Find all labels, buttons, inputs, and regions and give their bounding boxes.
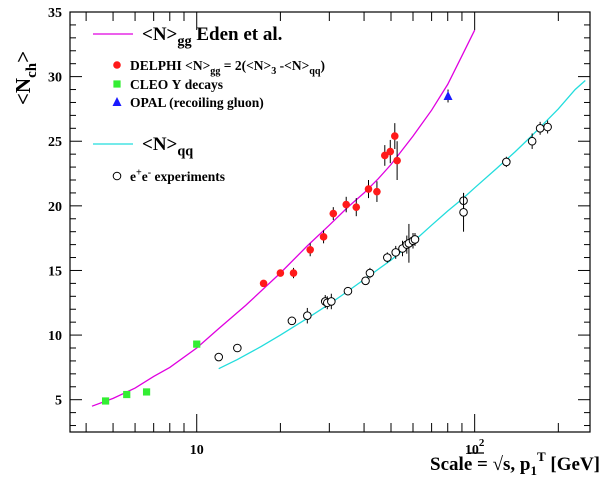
point-delphi — [342, 200, 351, 209]
legend-marker — [112, 97, 122, 106]
curve-gluon — [91, 29, 476, 407]
point-e-e-experiments — [214, 352, 224, 362]
y-tick-label: 30 — [48, 71, 62, 86]
legend-marker — [113, 80, 121, 88]
y-tick-label: 25 — [48, 135, 62, 150]
point-delphi — [306, 245, 314, 254]
legend-entry-1: DELPHI <N>gg = 2(<N>3 -<N>qq) — [113, 58, 325, 77]
legend-entry-2: CLEO Υ decays — [113, 77, 223, 92]
point-delphi — [319, 233, 328, 241]
point-e-e-experiments — [527, 136, 537, 146]
legend: <N>gg Eden et al. DELPHI <N>gg = 2(<N>3 -… — [93, 24, 325, 184]
y-tick-label: 15 — [48, 264, 62, 279]
legend-label: <N>qq — [142, 134, 193, 160]
point-e-e-experiments — [365, 268, 375, 278]
point-e-e-experiments — [327, 297, 336, 306]
point-e-e-experiments — [287, 316, 297, 326]
point-e-e-experiments — [543, 122, 552, 132]
point-delphi — [390, 132, 399, 140]
point-e-e-experiments — [361, 276, 370, 286]
legend-label: <N>gg Eden et al. — [142, 24, 282, 50]
axis-ticks: 5 10 15 20 25 30 35 10 102 — [48, 6, 590, 458]
point-delphi — [393, 156, 401, 165]
point-delphi — [364, 185, 373, 193]
point-e-e-experiments — [233, 343, 242, 353]
data-points — [101, 89, 552, 405]
point-opal — [443, 91, 453, 100]
point-cleo — [193, 340, 201, 348]
point-delphi — [289, 269, 298, 277]
point-cleo — [123, 390, 131, 399]
y-tick-label: 5 — [55, 394, 62, 409]
legend-label: CLEO Υ decays — [130, 77, 223, 92]
legend-marker — [113, 61, 121, 69]
legend-label: DELPHI <N>gg = 2(<N>3 -<N>qq) — [130, 58, 325, 77]
point-e-e-experiments — [391, 248, 401, 257]
legend-label: OPAL (recoiling gluon) — [130, 95, 264, 110]
legend-marker — [112, 171, 122, 181]
point-e-e-experiments — [303, 311, 312, 320]
point-delphi — [259, 279, 268, 288]
point-e-e-experiments — [383, 253, 392, 262]
plot-area-border — [69, 11, 591, 433]
legend-entry-5: e+e- experiments — [112, 168, 225, 184]
point-e-e-experiments — [410, 235, 420, 244]
legend-entry-0: <N>gg Eden et al. — [93, 24, 282, 50]
legend-label: e+e- experiments — [130, 168, 225, 184]
point-cleo — [142, 388, 151, 396]
point-delphi — [276, 269, 285, 277]
point-delphi — [373, 187, 381, 196]
x-axis-title: Scale = √s, p1T [GeV] — [430, 449, 600, 478]
x-tick-label: 102 — [465, 437, 485, 458]
point-delphi — [381, 151, 389, 160]
y-tick-label: 35 — [48, 6, 62, 21]
legend-entry-4: <N>qq — [93, 134, 193, 160]
point-cleo — [101, 397, 110, 405]
y-tick-label: 20 — [48, 200, 62, 215]
point-e-e-experiments — [535, 124, 545, 133]
point-e-e-experiments — [502, 157, 511, 167]
x-tick-label: 10 — [190, 443, 204, 458]
legend-entry-3: OPAL (recoiling gluon) — [112, 95, 264, 110]
point-delphi — [352, 203, 361, 211]
curve-quark — [218, 80, 586, 370]
axis-labels: <Nch> Scale = √s, p1T [GeV] — [11, 51, 600, 478]
y-axis-title: <Nch> — [11, 51, 40, 105]
point-e-e-experiments — [459, 208, 468, 217]
y-tick-label: 10 — [48, 329, 62, 344]
point-delphi — [329, 209, 338, 218]
point-e-e-experiments — [343, 286, 353, 296]
point-delphi — [386, 147, 395, 156]
plot-frame — [69, 11, 591, 433]
